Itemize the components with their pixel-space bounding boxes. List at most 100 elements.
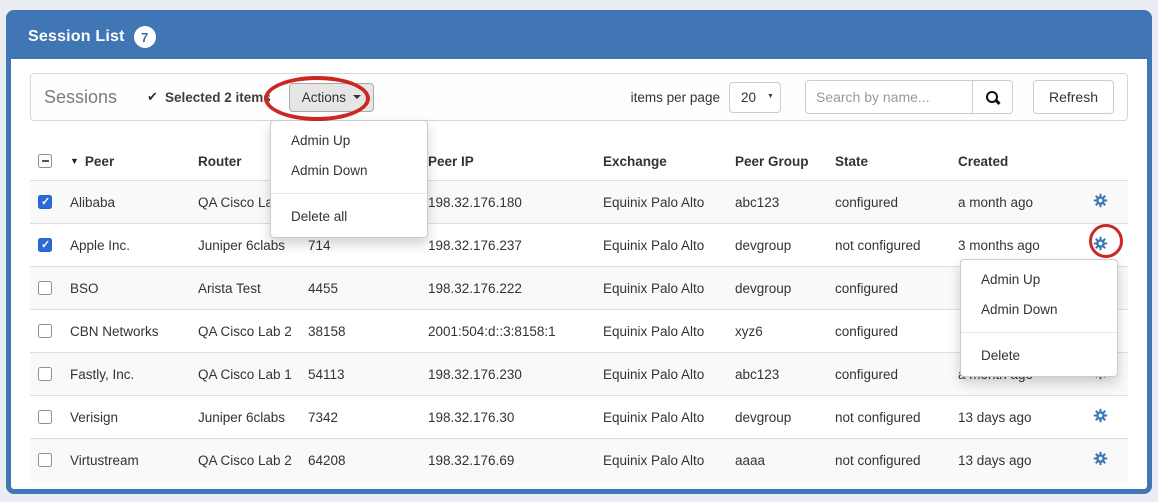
sessions-toolbar: Sessions ✔ Selected 2 items Actions item… [30, 73, 1128, 121]
sessions-table: ▼ Peer Router Peer IP Exchange Peer Group… [30, 143, 1128, 481]
cell-peer-ip: 2001:504:d::3:8158:1 [428, 323, 556, 339]
column-header-state[interactable]: State [835, 154, 869, 169]
gear-icon [1093, 193, 1108, 208]
column-header-created[interactable]: Created [958, 154, 1009, 169]
cell-router: Juniper 6clabs [198, 409, 286, 425]
cell-state: not configured [835, 237, 921, 253]
panel-body: Sessions ✔ Selected 2 items Actions item… [11, 59, 1147, 495]
cell-asn: 714 [308, 237, 331, 253]
cell-router: QA Cisco Lab 2 [198, 323, 292, 339]
cell-state: configured [835, 323, 899, 339]
menu-item-admin-up[interactable]: Admin Up [291, 133, 351, 148]
session-list-panel: Session List 7 Sessions ✔ Selected 2 ite… [6, 10, 1152, 494]
cell-exchange: Equinix Palo Alto [603, 409, 705, 425]
row-checkbox[interactable] [38, 237, 52, 252]
menu-item-admin-down[interactable]: Admin Down [981, 301, 1058, 317]
page-size-select-wrap: 20 [728, 81, 781, 113]
page-title: Session List [28, 28, 125, 45]
cell-exchange: Equinix Palo Alto [603, 323, 705, 339]
row-checkbox[interactable] [38, 366, 52, 381]
cell-asn: 7342 [308, 409, 339, 425]
session-count-badge: 7 [133, 26, 156, 48]
search-button[interactable] [971, 80, 1013, 114]
cell-exchange: Equinix Palo Alto [603, 280, 705, 296]
column-header-peer-ip[interactable]: Peer IP [428, 154, 474, 169]
cell-router: QA Cisco Lab 1 [198, 194, 292, 210]
column-header-peer-group[interactable]: Peer Group [735, 154, 809, 169]
select-all-checkbox[interactable] [38, 154, 52, 168]
cell-router: QA Cisco Lab 1 [198, 366, 292, 382]
search-group [804, 80, 1013, 114]
sort-desc-icon: ▼ [70, 156, 79, 166]
cell-router: Arista Test [198, 280, 261, 296]
row-actions-dropdown-menu: Admin Up Admin Down Delete [960, 259, 1118, 377]
table-row: Alibaba QA Cisco Lab 1 198.32.176.180 Eq… [30, 180, 1128, 224]
cell-exchange: Equinix Palo Alto [603, 194, 705, 210]
cell-exchange: Equinix Palo Alto [603, 366, 705, 382]
gear-icon [1093, 408, 1108, 423]
actions-dropdown-menu: Admin Up Admin Down Delete all [270, 120, 428, 238]
cell-state: configured [835, 194, 899, 210]
column-header-exchange[interactable]: Exchange [603, 154, 667, 169]
cell-peer-ip: 198.32.176.180 [428, 194, 522, 210]
cell-state: not configured [835, 452, 921, 468]
cell-created: 13 days ago [958, 409, 1032, 425]
toolbar-right-group: items per page 20 Refresh [631, 80, 1114, 114]
cell-peer-ip: 198.32.176.30 [428, 409, 515, 425]
row-actions-gear-button[interactable] [1093, 408, 1108, 423]
cell-asn: 38158 [308, 323, 346, 339]
row-checkbox[interactable] [38, 194, 52, 209]
cell-peer-ip: 198.32.176.230 [428, 366, 522, 382]
chevron-down-icon [353, 95, 362, 99]
cell-peer-group: abc123 [735, 194, 780, 210]
cell-peer: BSO [70, 280, 99, 296]
cell-asn: 4455 [308, 280, 339, 296]
row-actions-gear-button[interactable] [1093, 236, 1108, 251]
cell-peer: Apple Inc. [70, 237, 131, 253]
actions-button[interactable]: Actions [288, 82, 375, 112]
table-row: BSO Arista Test 4455 198.32.176.222 Equi… [30, 266, 1128, 310]
cell-created: 3 months ago [958, 237, 1040, 253]
panel-heading: Session List 7 [11, 15, 1147, 59]
cell-state: not configured [835, 409, 921, 425]
cell-peer: Verisign [70, 409, 119, 425]
menu-item-delete-all[interactable]: Delete all [291, 209, 348, 225]
cell-peer-group: devgroup [735, 409, 792, 425]
actions-button-label: Actions [301, 89, 347, 105]
menu-item-delete[interactable]: Delete [981, 348, 1021, 364]
selected-items-status: ✔ Selected 2 items [147, 89, 271, 105]
cell-exchange: Equinix Palo Alto [603, 452, 705, 468]
row-actions-gear-button[interactable] [1093, 451, 1108, 466]
search-icon [985, 90, 1000, 105]
table-row: Apple Inc. Juniper 6clabs 714 198.32.176… [30, 223, 1128, 267]
cell-peer-ip: 198.32.176.69 [428, 452, 515, 468]
row-checkbox[interactable] [38, 323, 52, 338]
page-size-select[interactable]: 20 [728, 81, 781, 113]
cell-router: QA Cisco Lab 2 [198, 452, 292, 468]
search-input[interactable] [804, 80, 973, 114]
cell-peer-group: devgroup [735, 237, 792, 253]
row-actions-gear-button[interactable] [1093, 193, 1108, 208]
cell-asn: 64208 [308, 452, 346, 468]
row-checkbox[interactable] [38, 280, 52, 295]
cell-peer-group: devgroup [735, 280, 792, 296]
menu-item-admin-down[interactable]: Admin Down [291, 162, 368, 178]
row-checkbox[interactable] [38, 409, 52, 424]
column-header-peer[interactable]: ▼ Peer [70, 154, 115, 169]
cell-asn: 54113 [308, 366, 345, 382]
gear-icon [1093, 236, 1108, 251]
cell-state: configured [835, 280, 899, 296]
gear-icon [1093, 451, 1108, 466]
sessions-heading: Sessions [44, 86, 118, 107]
cell-peer-ip: 198.32.176.237 [428, 237, 522, 253]
cell-peer: Fastly, Inc. [70, 366, 135, 382]
menu-item-admin-up[interactable]: Admin Up [981, 272, 1041, 287]
row-checkbox[interactable] [38, 452, 52, 467]
refresh-button[interactable]: Refresh [1032, 80, 1114, 114]
table-row: Virtustream QA Cisco Lab 2 64208 198.32.… [30, 438, 1128, 481]
cell-exchange: Equinix Palo Alto [603, 237, 705, 253]
column-header-router[interactable]: Router [198, 154, 242, 169]
cell-router: Juniper 6clabs [198, 237, 286, 253]
cell-peer-group: aaaa [735, 452, 766, 468]
